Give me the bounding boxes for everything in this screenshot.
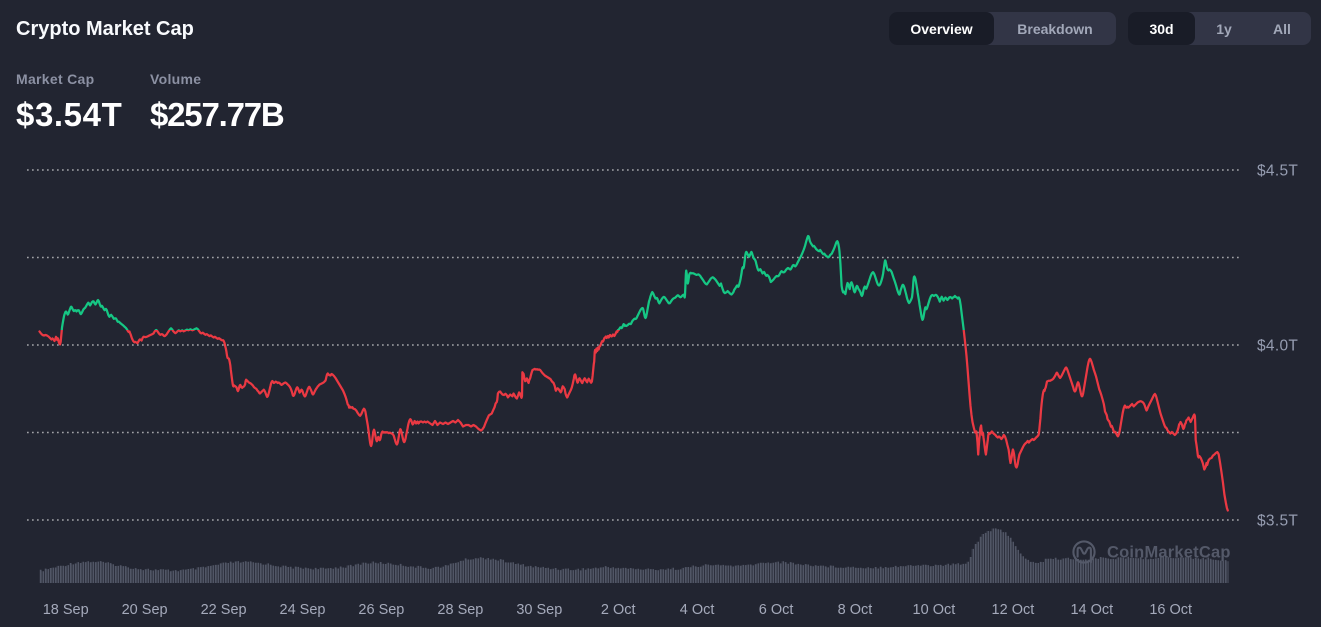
svg-text:6 Oct: 6 Oct (759, 602, 794, 618)
svg-text:18 Sep: 18 Sep (43, 602, 89, 618)
svg-text:24 Sep: 24 Sep (280, 602, 326, 618)
svg-text:20 Sep: 20 Sep (122, 602, 168, 618)
svg-text:16 Oct: 16 Oct (1149, 602, 1192, 618)
svg-text:14 Oct: 14 Oct (1070, 602, 1113, 618)
svg-text:$3.5T: $3.5T (1257, 513, 1298, 530)
svg-text:4 Oct: 4 Oct (680, 602, 715, 618)
svg-text:30 Sep: 30 Sep (516, 602, 562, 618)
svg-text:CoinMarketCap: CoinMarketCap (1107, 544, 1231, 562)
svg-text:2 Oct: 2 Oct (601, 602, 636, 618)
svg-text:8 Oct: 8 Oct (838, 602, 873, 618)
svg-text:26 Sep: 26 Sep (358, 602, 404, 618)
svg-text:28 Sep: 28 Sep (437, 602, 483, 618)
svg-text:$4.5T: $4.5T (1257, 163, 1298, 180)
svg-text:10 Oct: 10 Oct (913, 602, 956, 618)
svg-text:12 Oct: 12 Oct (992, 602, 1035, 618)
svg-text:$4.0T: $4.0T (1257, 338, 1298, 355)
svg-text:22 Sep: 22 Sep (201, 602, 247, 618)
